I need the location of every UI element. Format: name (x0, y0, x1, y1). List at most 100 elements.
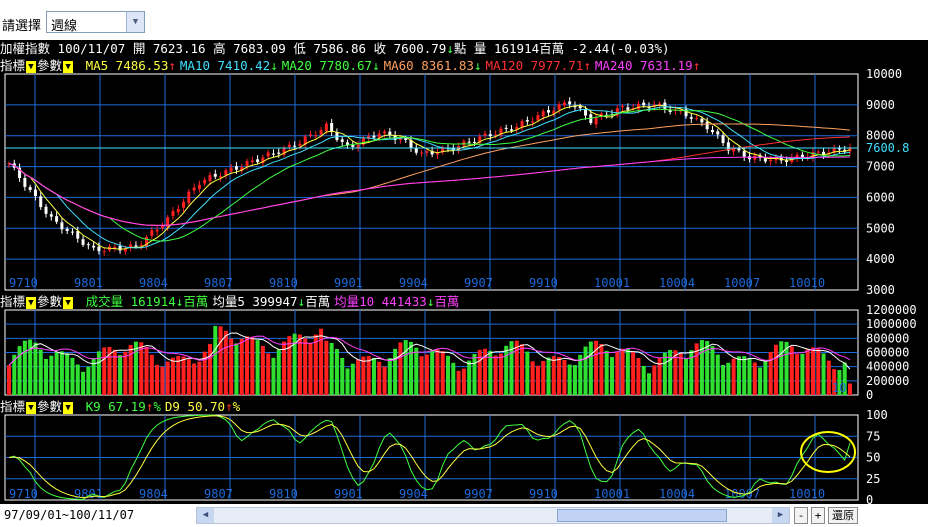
legend-label: MA120 (485, 58, 524, 73)
candle (420, 152, 424, 154)
volume-axis-label: 800000 (866, 331, 909, 345)
legend-unit: 百萬 (434, 294, 460, 309)
x-tick-label: 9710 (9, 276, 38, 290)
period-select[interactable]: 週線 ▼ (46, 11, 145, 34)
candle (710, 130, 714, 133)
volume-bar (641, 365, 646, 395)
volume-bar (371, 357, 376, 395)
candle (113, 246, 117, 248)
volume-bar (842, 362, 847, 395)
candle (102, 251, 106, 253)
candle (298, 143, 302, 146)
volume-bar (705, 341, 710, 395)
scroll-left-icon[interactable]: ◀ (197, 508, 214, 523)
ma20-line (8, 108, 851, 242)
candle (536, 115, 540, 121)
volume-bar (356, 359, 361, 395)
candle (398, 138, 402, 141)
volume-bar (260, 345, 265, 395)
candle (721, 135, 725, 144)
candle (92, 245, 96, 248)
candle (763, 157, 767, 162)
volume-bar (75, 364, 80, 395)
volume-bar (207, 344, 212, 395)
legend-label: K9 (85, 399, 101, 414)
candle (509, 129, 513, 131)
volume-bar (557, 356, 562, 395)
volume-bar (435, 349, 440, 395)
candle (139, 244, 143, 246)
indicator-dropdown[interactable]: ▼ (26, 401, 37, 414)
candle (319, 130, 323, 135)
volume-bar (17, 346, 22, 395)
volume-bar (297, 334, 302, 395)
volume-bar (165, 361, 170, 395)
low-value: 7586.86 (313, 41, 367, 56)
param-dropdown[interactable]: ▼ (63, 401, 74, 414)
candle (695, 117, 699, 119)
volume-bar (350, 363, 355, 395)
candle (435, 152, 439, 155)
param-dropdown[interactable]: ▼ (63, 296, 74, 309)
price-axis-label: 9000 (866, 98, 895, 112)
volume-value: 161914 (493, 41, 540, 56)
indicator-dropdown[interactable]: ▼ (26, 60, 37, 73)
volume-bar (472, 353, 477, 395)
volume-bar (102, 347, 107, 395)
volume-bar (541, 361, 546, 395)
indicator-dropdown[interactable]: ▼ (26, 296, 37, 309)
x-tick-label: 9810 (269, 487, 298, 501)
volume-bar (477, 349, 482, 395)
vol-成交量: 成交量 161914↓百萬 (86, 294, 209, 309)
volume-bar (65, 353, 70, 395)
x-tick-label: 10001 (594, 276, 630, 290)
volume-bar (186, 359, 191, 395)
kd-k9: K9 67.19↑% (86, 399, 161, 414)
candle (472, 141, 476, 143)
volume-bar (303, 338, 308, 395)
candle (76, 231, 80, 239)
x-tick-label: 10007 (724, 276, 760, 290)
volume-axis-label: 1200000 (866, 303, 917, 317)
time-scrollbar[interactable]: ◀ ▶ (196, 507, 790, 524)
close-label: 收 (373, 41, 387, 56)
volume-bar (446, 355, 451, 395)
volume-bar (181, 356, 186, 395)
highlight-circle (800, 431, 856, 473)
candle (250, 160, 254, 163)
volume-bar (403, 340, 408, 395)
indicator-label: 指標 (0, 399, 26, 414)
ma5-line (8, 104, 851, 250)
reset-button[interactable]: 還原 (828, 507, 858, 524)
x-tick-label: 9904 (399, 276, 428, 290)
volume-bar (334, 348, 339, 395)
scroll-right-icon[interactable]: ▶ (772, 508, 789, 523)
price-axis-label: 3000 (866, 283, 895, 297)
candle (552, 110, 556, 114)
index-name: 加權指數 (0, 41, 51, 56)
param-dropdown[interactable]: ▼ (63, 60, 74, 73)
volume-bar (773, 344, 778, 395)
candle (245, 161, 249, 166)
candle (55, 216, 59, 222)
volume-bar (805, 349, 810, 395)
candle (86, 244, 90, 246)
candle (594, 117, 598, 125)
candle (642, 102, 646, 106)
volume-bar (192, 363, 197, 395)
volume-bar (202, 351, 207, 395)
legend-label: MA10 (179, 58, 210, 73)
scroll-thumb[interactable] (557, 509, 727, 522)
kd-axis-label: 50 (866, 451, 880, 465)
zoom-in-button[interactable]: + (811, 507, 825, 524)
x-tick-label: 9901 (334, 276, 363, 290)
volume-bar (662, 352, 667, 395)
candle (330, 122, 334, 132)
volume-bar (583, 346, 588, 395)
candle (414, 147, 418, 153)
x-tick-label: 9910 (529, 487, 558, 501)
chevron-down-icon[interactable]: ▼ (126, 12, 144, 32)
technical-chart[interactable]: 9710971098019801980498049807980798109810… (0, 0, 928, 504)
zoom-out-button[interactable]: - (794, 507, 808, 524)
x-tick-label: 9801 (74, 276, 103, 290)
